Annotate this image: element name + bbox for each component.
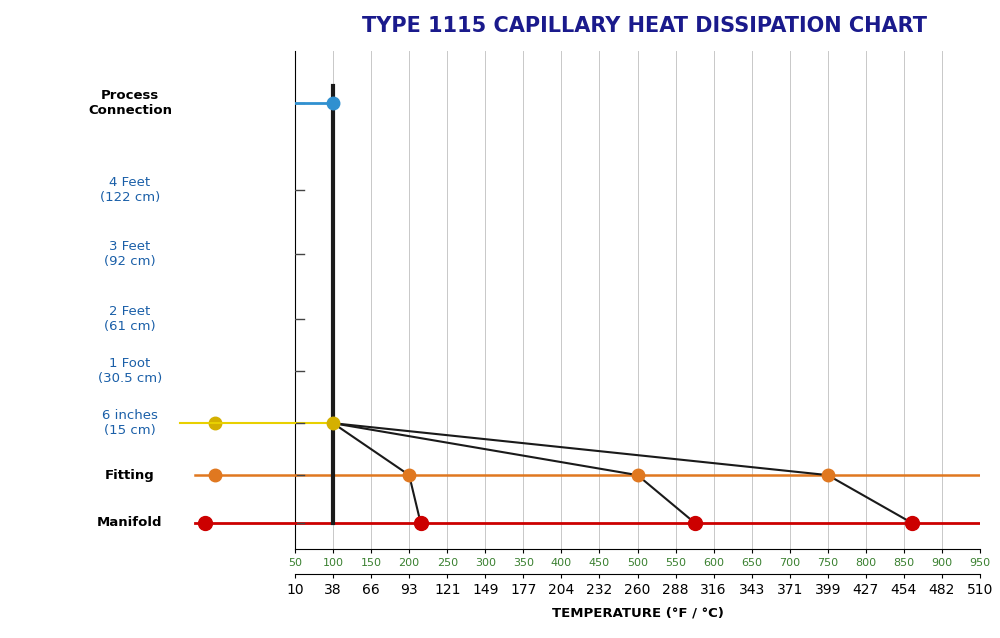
Text: 6 inches
(15 cm): 6 inches (15 cm)	[102, 409, 158, 437]
Text: 3 Feet
(92 cm): 3 Feet (92 cm)	[104, 241, 156, 269]
Text: Fitting: Fitting	[105, 469, 155, 482]
X-axis label: TEMPERATURE (°F / °C): TEMPERATURE (°F / °C)	[552, 607, 723, 619]
Text: 1 Foot
(30.5 cm): 1 Foot (30.5 cm)	[98, 357, 162, 385]
Text: TYPE 1115 CAPILLARY HEAT DISSIPATION CHART: TYPE 1115 CAPILLARY HEAT DISSIPATION CHA…	[362, 16, 928, 36]
Text: Manifold: Manifold	[97, 516, 163, 529]
Text: 4 Feet
(122 cm): 4 Feet (122 cm)	[100, 175, 160, 204]
Text: 2 Feet
(61 cm): 2 Feet (61 cm)	[104, 306, 156, 333]
Text: Process
Connection: Process Connection	[88, 89, 172, 117]
